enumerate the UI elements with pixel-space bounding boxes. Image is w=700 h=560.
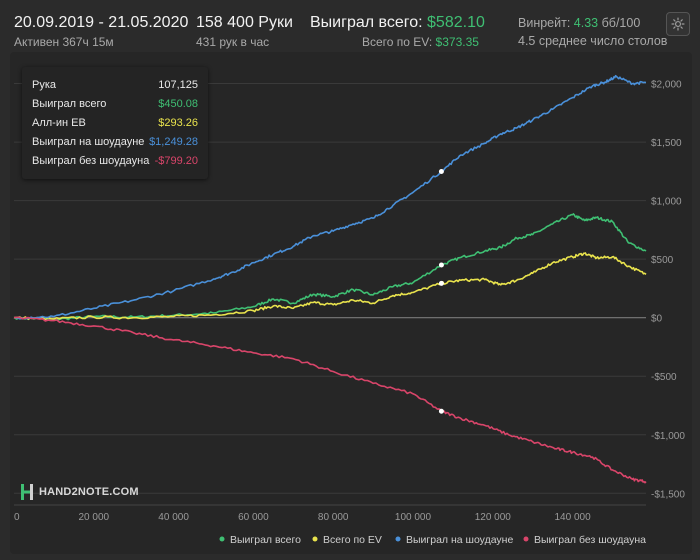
y-tick-label: $1,500 (651, 138, 682, 149)
ev-total-label: Всего по EV: (362, 35, 433, 49)
x-tick-label: 40 000 (158, 512, 189, 523)
stats-header: 20.09.2019 - 21.05.2020 Активен 367ч 15м… (0, 0, 700, 52)
y-tick-label: $0 (651, 314, 663, 325)
ev-total: Всего по EV: $373.35 (362, 35, 479, 49)
legend-dot (523, 536, 529, 542)
winrate-label: Винрейт: (518, 16, 571, 30)
active-time: Активен 367ч 15м (14, 35, 114, 49)
tooltip-label: Рука (32, 79, 57, 91)
h-logo-icon (21, 484, 33, 500)
tooltip-label: Алл-ин EB (32, 117, 86, 129)
x-tick-label: 20 000 (79, 512, 110, 523)
tooltip-row-non-showdown: Выиграл без шоудауна -$799.20 (32, 155, 198, 173)
legend-dot (395, 536, 401, 542)
y-tick-label: $2,000 (651, 80, 682, 91)
legend-item-3[interactable]: Выиграл без шоудауна (523, 534, 647, 546)
x-tick-label: 100 000 (395, 512, 432, 523)
avg-tables: 4.5 среднее число столов (518, 34, 668, 48)
legend-label: Выиграл всего (230, 534, 301, 546)
tooltip-value: $450.08 (158, 98, 198, 110)
x-tick-label: 140 000 (555, 512, 592, 523)
tooltip-value: $1,249.28 (149, 136, 198, 148)
series-line-0 (13, 213, 647, 321)
legend-dot (219, 536, 225, 542)
legend-label: Выиграл на шоудауне (406, 534, 513, 546)
x-tick-label: 60 000 (238, 512, 269, 523)
won-total: Выиграл всего: $582.10 (310, 14, 485, 32)
hover-point-2 (438, 168, 444, 174)
y-tick-label: -$1,000 (651, 431, 685, 442)
tooltip-label: Выиграл на шоудауне (32, 136, 145, 148)
x-tick-label: 80 000 (318, 512, 349, 523)
tooltip-value: $293.26 (158, 117, 198, 129)
y-tick-label: $500 (651, 255, 674, 266)
hover-point-3 (438, 408, 444, 414)
tooltip-label: Выиграл без шоудауна (32, 155, 150, 167)
y-tick-label: -$500 (651, 372, 677, 383)
ev-total-value: $373.35 (435, 35, 479, 49)
winrate-unit: бб/100 (601, 16, 641, 30)
hand2note-logo: HAND2NOTE.COM (20, 482, 139, 502)
hover-point-0 (438, 262, 444, 268)
gear-icon (671, 17, 685, 31)
series-line-3 (13, 316, 647, 484)
y-tick-label: $1,000 (651, 197, 682, 208)
hands-count: 158 400 Руки (196, 14, 293, 31)
legend-label: Выиграл без шоудауна (534, 534, 646, 546)
tooltip-row-allin-ev: Алл-ин EB $293.26 (32, 117, 198, 135)
date-range: 20.09.2019 - 21.05.2020 (14, 14, 189, 31)
tooltip-value: 107,125 (158, 79, 198, 91)
y-axis: -$1,500 -$1,000 -$500 $0 $500 $1,000 $1,500 $2,… (651, 80, 685, 501)
tooltip-row-won-total: Выиграл всего $450.08 (32, 98, 198, 116)
series-line-1 (13, 252, 647, 321)
hands-per-hour: 431 рук в час (196, 35, 270, 49)
x-tick-label: 120 000 (475, 512, 512, 523)
chart-series (13, 74, 647, 484)
won-total-label: Выиграл всего: (310, 14, 423, 31)
tooltip-row-showdown: Выиграл на шоудауне $1,249.28 (32, 136, 198, 154)
series-line-2 (14, 74, 646, 320)
y-tick-label: -$1,500 (651, 489, 685, 500)
tooltip-value: -$799.20 (154, 155, 198, 167)
chart-legend: Выиграл всего Всего по EV Выиграл на шоуда… (219, 534, 647, 546)
hover-point-1 (438, 280, 444, 286)
winrate-value: 4.33 (573, 16, 599, 30)
winrate: Винрейт: 4.33 бб/100 (518, 16, 640, 30)
legend-item-2[interactable]: Выиграл на шоудауне (395, 534, 514, 546)
won-total-value: $582.10 (427, 14, 485, 31)
legend-item-0[interactable]: Выиграл всего (219, 534, 302, 546)
x-axis: 0 20 000 40 000 60 000 80 000 100 000 120 000 1… (14, 512, 591, 523)
settings-button[interactable] (666, 12, 690, 36)
legend-label: Всего по EV (323, 534, 382, 546)
hover-markers (438, 168, 444, 414)
legend-item-1[interactable]: Всего по EV (312, 534, 382, 546)
logo-text: HAND2NOTE.COM (39, 486, 139, 498)
legend-dot (312, 536, 318, 542)
hover-tooltip: Рука 107,125 Выиграл всего $450.08 Алл-и… (22, 67, 208, 179)
x-tick-label: 0 (14, 512, 20, 523)
tooltip-label: Выиграл всего (32, 98, 107, 110)
tooltip-row-hand: Рука 107,125 (32, 79, 198, 97)
